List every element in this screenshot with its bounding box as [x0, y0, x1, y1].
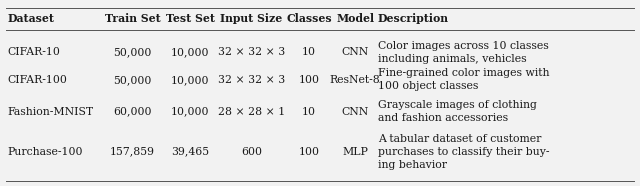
Text: ResNet-8: ResNet-8 [330, 75, 381, 85]
Text: 600: 600 [241, 147, 262, 157]
Text: 10: 10 [302, 107, 316, 117]
Text: Dataset: Dataset [8, 13, 54, 24]
Text: 10,000: 10,000 [171, 47, 209, 57]
Text: A tabular dataset of customer: A tabular dataset of customer [378, 134, 541, 144]
Text: ing behavior: ing behavior [378, 160, 447, 170]
Text: Purchase-100: Purchase-100 [8, 147, 83, 157]
Text: Color images across 10 classes: Color images across 10 classes [378, 41, 548, 51]
Text: 10,000: 10,000 [171, 75, 209, 85]
Text: Model: Model [336, 13, 374, 24]
Text: Fashion-MNIST: Fashion-MNIST [8, 107, 94, 117]
Text: purchases to classify their buy-: purchases to classify their buy- [378, 147, 549, 157]
Text: 32 × 32 × 3: 32 × 32 × 3 [218, 47, 285, 57]
Text: Input Size: Input Size [220, 13, 283, 24]
Text: 100 object classes: 100 object classes [378, 81, 478, 92]
Text: including animals, vehicles: including animals, vehicles [378, 54, 526, 64]
Text: Train Set: Train Set [104, 13, 161, 24]
Text: CNN: CNN [342, 107, 369, 117]
Text: 50,000: 50,000 [113, 75, 152, 85]
Text: Fine-grained color images with: Fine-grained color images with [378, 68, 549, 78]
Text: 50,000: 50,000 [113, 47, 152, 57]
Text: Grayscale images of clothing: Grayscale images of clothing [378, 100, 536, 110]
Text: 28 × 28 × 1: 28 × 28 × 1 [218, 107, 285, 117]
Text: 32 × 32 × 3: 32 × 32 × 3 [218, 75, 285, 85]
Text: CIFAR-100: CIFAR-100 [8, 75, 68, 85]
Text: and fashion accessories: and fashion accessories [378, 113, 508, 123]
Text: Classes: Classes [286, 13, 332, 24]
Text: 157,859: 157,859 [110, 147, 155, 157]
Text: 10,000: 10,000 [171, 107, 209, 117]
Text: 10: 10 [302, 47, 316, 57]
Text: 100: 100 [299, 75, 319, 85]
Text: CNN: CNN [342, 47, 369, 57]
Text: CIFAR-10: CIFAR-10 [8, 47, 61, 57]
Text: 39,465: 39,465 [171, 147, 209, 157]
Text: Test Set: Test Set [166, 13, 214, 24]
Text: 100: 100 [299, 147, 319, 157]
Text: 60,000: 60,000 [113, 107, 152, 117]
Text: MLP: MLP [342, 147, 368, 157]
Text: Description: Description [378, 13, 449, 24]
